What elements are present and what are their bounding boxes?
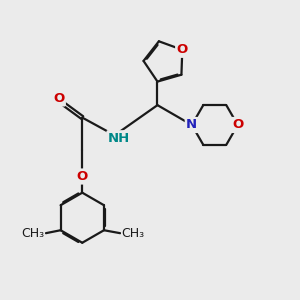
Text: NH: NH — [108, 132, 130, 145]
Text: O: O — [177, 43, 188, 56]
Text: O: O — [77, 170, 88, 183]
Text: N: N — [186, 118, 197, 131]
Text: CH₃: CH₃ — [122, 227, 145, 240]
Text: O: O — [232, 118, 243, 131]
Text: CH₃: CH₃ — [21, 227, 44, 240]
Text: O: O — [53, 92, 64, 105]
